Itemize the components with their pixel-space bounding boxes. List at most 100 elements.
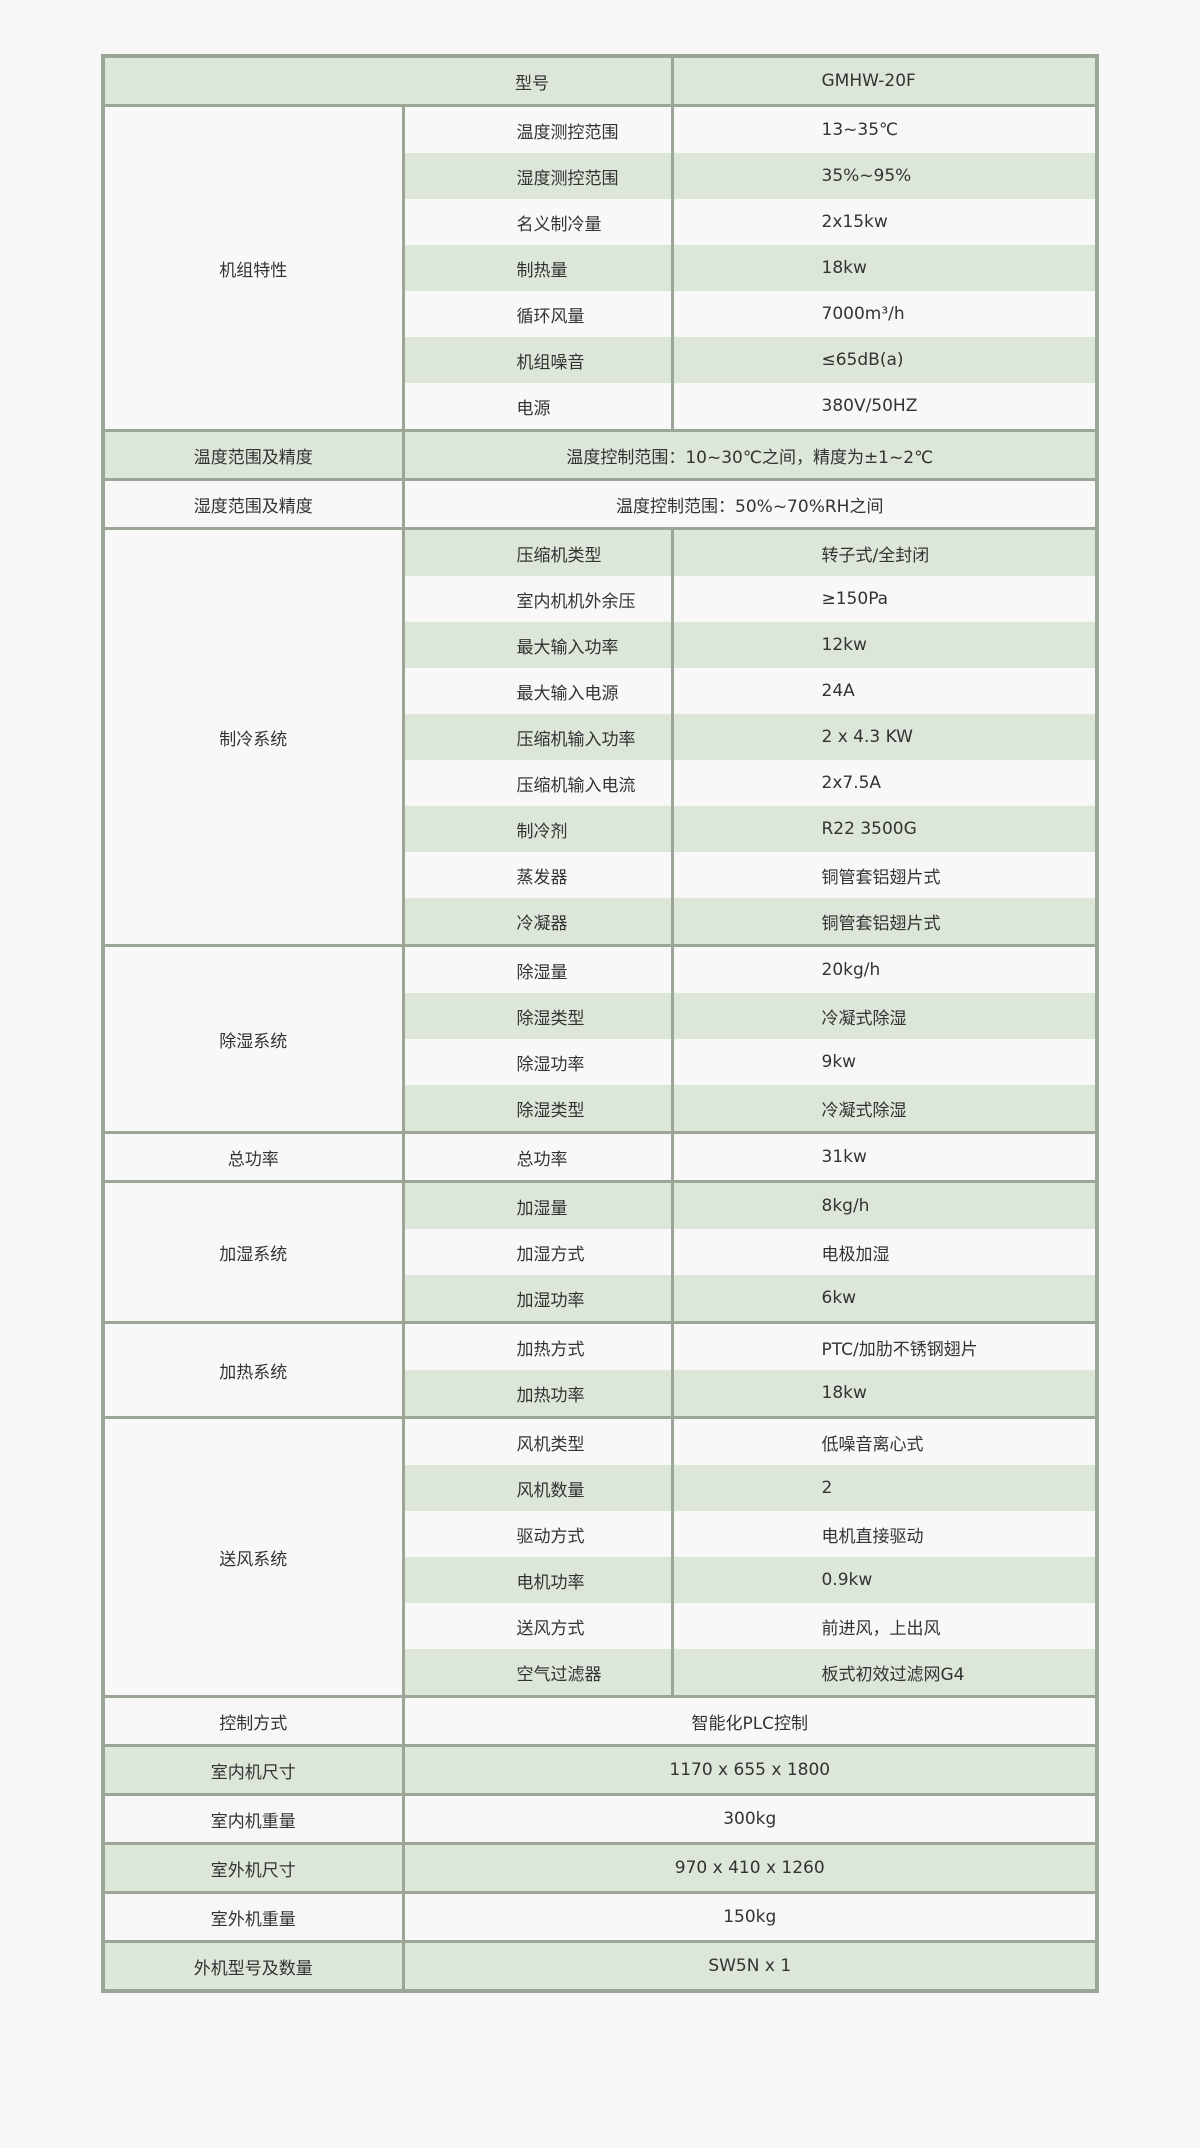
- spec-row: 室内机重量 300kg: [101, 1793, 1099, 1845]
- spec-row: 制冷剂 R22 3500G: [103, 806, 1099, 852]
- spec-key: 空气过滤器: [401, 1649, 674, 1698]
- spec-row: 冷凝器 铜管套铝翅片式: [103, 898, 1099, 947]
- spec-value: 冷凝式除湿: [670, 993, 1099, 1039]
- spec-row: 风机数量 2: [103, 1465, 1099, 1511]
- spec-value: 20kg/h: [670, 944, 1099, 993]
- spec-value: 2x7.5A: [670, 760, 1099, 806]
- spec-row: 加湿功率 6kw: [103, 1275, 1099, 1324]
- group-label: 外机型号及数量: [101, 1940, 405, 1993]
- spec-value: R22 3500G: [670, 806, 1099, 852]
- spec-row: 最大输入功率 12kw: [103, 622, 1099, 668]
- spec-value: 12kw: [670, 622, 1099, 668]
- spec-value: PTC/加肋不锈钢翅片: [670, 1321, 1099, 1370]
- spec-value: ≥150Pa: [670, 576, 1099, 622]
- spec-value: 铜管套铝翅片式: [670, 852, 1099, 898]
- spec-key: 驱动方式: [401, 1511, 674, 1557]
- spec-row: 室外机重量 150kg: [101, 1891, 1099, 1943]
- group-label: 加热系统: [101, 1321, 405, 1419]
- spec-value: 前进风，上出风: [670, 1603, 1099, 1649]
- spec-row: 除湿功率 9kw: [103, 1039, 1099, 1085]
- spec-key: 电源: [401, 383, 674, 432]
- spec-row: 压缩机输入功率 2 x 4.3 KW: [103, 714, 1099, 760]
- spec-value: 铜管套铝翅片式: [670, 898, 1099, 947]
- spec-value: 150kg: [401, 1891, 1099, 1943]
- spec-row: 温度范围及精度 温度控制范围：10~30℃之间，精度为±1~2℃: [101, 429, 1099, 481]
- spec-row: 湿度测控范围 35%~95%: [103, 153, 1099, 199]
- spec-key: 风机数量: [401, 1465, 674, 1511]
- group-label: 机组特性: [101, 104, 405, 432]
- spec-key: 机组噪音: [401, 337, 674, 383]
- spec-row: 加湿系统 加湿量 8kg/h: [101, 1180, 1099, 1324]
- spec-key: 除湿类型: [401, 1085, 674, 1134]
- group-label: 制冷系统: [101, 527, 405, 947]
- spec-row: 室内机机外余压 ≥150Pa: [103, 576, 1099, 622]
- spec-value: 24A: [670, 668, 1099, 714]
- spec-key: 电机功率: [401, 1557, 674, 1603]
- spec-key: 湿度测控范围: [401, 153, 674, 199]
- spec-value: 13~35℃: [670, 104, 1099, 153]
- spec-row: 室内机尺寸 1170 x 655 x 1800: [101, 1744, 1099, 1796]
- header-empty: [103, 54, 403, 107]
- spec-row: 制热量 18kw: [103, 245, 1099, 291]
- spec-key: 除湿功率: [401, 1039, 674, 1085]
- group-label: 室外机尺寸: [101, 1842, 405, 1894]
- spec-row: 加热系统 加热方式 PTC/加肋不锈钢翅片: [101, 1321, 1099, 1419]
- group-label: 室内机尺寸: [101, 1744, 405, 1796]
- spec-row: 湿度范围及精度 温度控制范围：50%~70%RH之间: [101, 478, 1099, 530]
- spec-value: 8kg/h: [670, 1180, 1099, 1229]
- spec-row: 除湿类型 冷凝式除湿: [103, 993, 1099, 1039]
- spec-row: 外机型号及数量 SW5N x 1: [101, 1940, 1099, 1993]
- spec-key: 循环风量: [401, 291, 674, 337]
- spec-value: 低噪音离心式: [670, 1416, 1099, 1465]
- spec-row: 送风方式 前进风，上出风: [103, 1603, 1099, 1649]
- spec-row: 空气过滤器 板式初效过滤网G4: [103, 1649, 1099, 1698]
- model-label: 型号: [403, 56, 674, 106]
- spec-row: 室外机尺寸 970 x 410 x 1260: [101, 1842, 1099, 1894]
- spec-value: 18kw: [670, 1370, 1099, 1419]
- spec-row: 控制方式 智能化PLC控制: [101, 1695, 1099, 1747]
- spec-value: ≤65dB(a): [670, 337, 1099, 383]
- spec-row: 循环风量 7000m³/h: [103, 291, 1099, 337]
- group-label: 室外机重量: [101, 1891, 405, 1943]
- spec-value: 电极加湿: [670, 1229, 1099, 1275]
- spec-row: 机组噪音 ≤65dB(a): [103, 337, 1099, 383]
- group-label: 温度范围及精度: [101, 429, 405, 481]
- spec-key: 最大输入电源: [401, 668, 674, 714]
- spec-key: 压缩机输入电流: [401, 760, 674, 806]
- group-label: 湿度范围及精度: [101, 478, 405, 530]
- spec-value: 31kw: [670, 1131, 1099, 1183]
- spec-key: 制冷剂: [401, 806, 674, 852]
- spec-key: 风机类型: [401, 1416, 674, 1465]
- spec-value: 6kw: [670, 1275, 1099, 1324]
- spec-row: 名义制冷量 2x15kw: [103, 199, 1099, 245]
- spec-value: 1170 x 655 x 1800: [401, 1744, 1099, 1796]
- group-label: 总功率: [101, 1131, 405, 1183]
- group-label: 控制方式: [101, 1695, 405, 1747]
- spec-row: 除湿类型 冷凝式除湿: [103, 1085, 1099, 1134]
- spec-row: 机组特性 温度测控范围 13~35℃: [101, 104, 1099, 432]
- spec-key: 加热功率: [401, 1370, 674, 1419]
- spec-row: 压缩机输入电流 2x7.5A: [103, 760, 1099, 806]
- spec-key: 室内机机外余压: [401, 576, 674, 622]
- spec-key: 温度测控范围: [401, 104, 674, 153]
- spec-row: 蒸发器 铜管套铝翅片式: [103, 852, 1099, 898]
- spec-row: 制冷系统 压缩机类型 转子式/全封闭: [101, 527, 1099, 947]
- spec-value: 冷凝式除湿: [670, 1085, 1099, 1134]
- spec-value: 7000m³/h: [670, 291, 1099, 337]
- spec-key: 蒸发器: [401, 852, 674, 898]
- spec-value: 970 x 410 x 1260: [401, 1842, 1099, 1894]
- model-value: GMHW-20F: [672, 56, 1097, 106]
- spec-key: 加湿量: [401, 1180, 674, 1229]
- spec-key: 总功率: [401, 1131, 674, 1183]
- group-label: 室内机重量: [101, 1793, 405, 1845]
- spec-value: 0.9kw: [670, 1557, 1099, 1603]
- spec-row: 除湿系统 除湿量 20kg/h: [101, 944, 1099, 1134]
- spec-key: 除湿量: [401, 944, 674, 993]
- group-label: 送风系统: [101, 1416, 405, 1698]
- spec-value: 9kw: [670, 1039, 1099, 1085]
- spec-key: 名义制冷量: [401, 199, 674, 245]
- spec-value: 智能化PLC控制: [401, 1695, 1099, 1747]
- spec-key: 送风方式: [401, 1603, 674, 1649]
- spec-key: 最大输入功率: [401, 622, 674, 668]
- spec-value: 18kw: [670, 245, 1099, 291]
